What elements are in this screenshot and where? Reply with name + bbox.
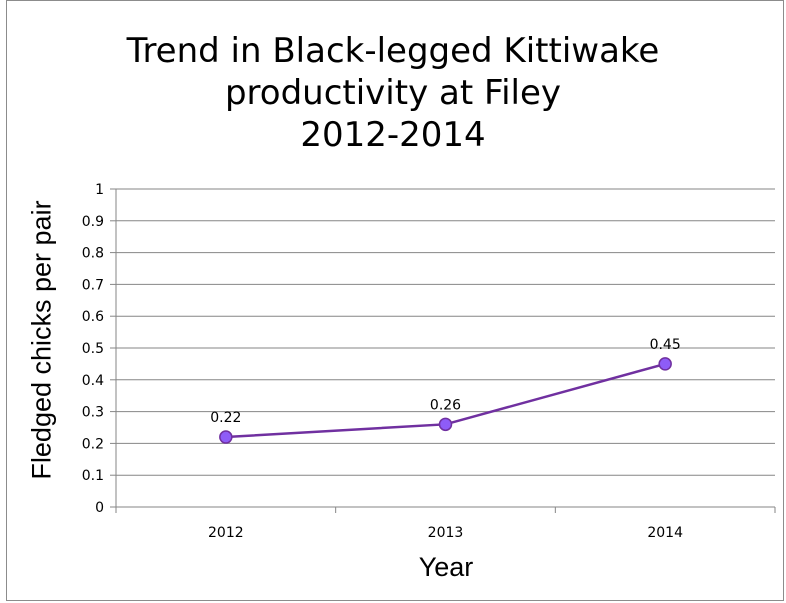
y-tick-label: 0.3 bbox=[82, 405, 104, 421]
data-label: 0.22 bbox=[210, 410, 241, 426]
x-tick-label: 2014 bbox=[647, 525, 683, 541]
y-tick-label: 0.9 bbox=[82, 214, 104, 230]
y-tick-label: 0.7 bbox=[82, 277, 104, 293]
y-tick-label: 1 bbox=[95, 182, 104, 198]
data-point bbox=[658, 357, 672, 371]
x-tick-label: 2013 bbox=[428, 525, 464, 541]
data-point bbox=[219, 430, 233, 444]
y-tick-label: 0.4 bbox=[82, 373, 104, 389]
x-tick-label: 2012 bbox=[208, 525, 244, 541]
y-tick-label: 0.2 bbox=[82, 436, 104, 452]
chart-title-line-3: 2012-2014 bbox=[300, 115, 486, 155]
data-point bbox=[438, 417, 453, 432]
x-axis-label: Year bbox=[418, 552, 474, 582]
y-tick-label: 0 bbox=[95, 500, 104, 516]
chart-title-line-2: productivity at Filey bbox=[224, 73, 562, 113]
y-tick-label: 0.1 bbox=[82, 468, 104, 484]
data-label: 0.26 bbox=[430, 397, 461, 413]
data-label: 0.45 bbox=[650, 337, 681, 353]
chart-frame bbox=[6, 0, 784, 601]
chart-title: Trend in Black-legged Kittiwake producti… bbox=[0, 30, 786, 156]
y-tick-label: 0.5 bbox=[82, 341, 104, 357]
chart-title-line-1: Trend in Black-legged Kittiwake bbox=[126, 31, 660, 71]
y-tick-label: 0.8 bbox=[82, 246, 104, 262]
y-tick-label: 0.6 bbox=[82, 309, 104, 325]
